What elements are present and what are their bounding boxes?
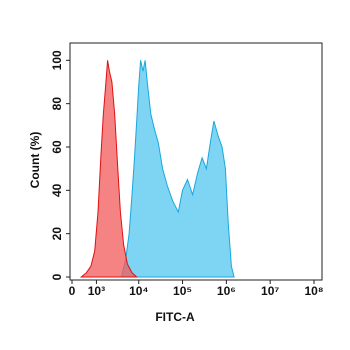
y-axis-label: Count (%): [28, 132, 42, 189]
y-tick-label: 80: [50, 97, 64, 111]
y-tick-label: 60: [50, 140, 64, 154]
x-tick-label: 10⁷: [261, 284, 279, 298]
x-axis-label: FITC-A: [155, 310, 195, 324]
x-tick-label: 10⁵: [173, 284, 192, 298]
y-tick-label: 40: [50, 183, 64, 197]
x-tick-label: 0: [69, 284, 76, 298]
histogram-area: [120, 60, 235, 278]
histogram-area: [79, 60, 138, 278]
plot-frame: [69, 42, 323, 281]
x-tick-label: 10⁸: [304, 284, 323, 298]
x-tick-label: 10³: [88, 284, 105, 298]
y-tick-label: 100: [50, 50, 64, 70]
y-tick-label: 0: [50, 273, 64, 280]
x-tick-label: 10⁴: [129, 284, 148, 298]
x-tick-label: 10⁶: [217, 284, 236, 298]
y-tick-label: 20: [50, 227, 64, 241]
